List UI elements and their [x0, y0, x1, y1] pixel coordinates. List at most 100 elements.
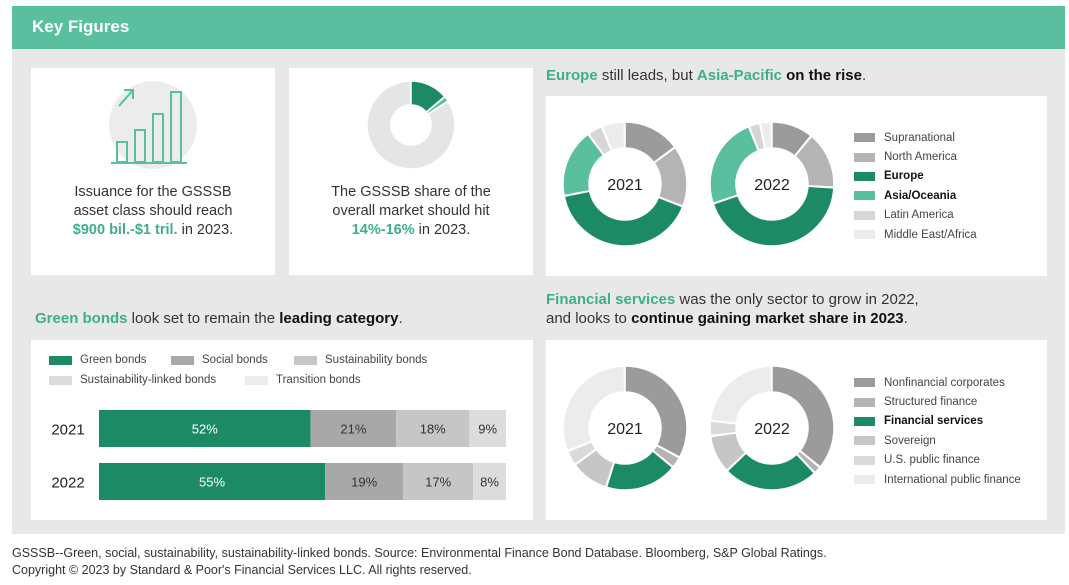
title-part: . [398, 310, 403, 327]
category-bar-chart: 2021 52% 21% 18% 9% 2022 55% 19% 17% 8% [51, 410, 506, 500]
category-legend-label: Social bonds [202, 354, 268, 366]
region-legend-label: Middle East/Africa [884, 228, 977, 241]
sector-2022-slice-0 [771, 365, 835, 468]
sector-legend-label: Financial services [884, 415, 984, 428]
title-financial-services: Financial services [546, 291, 676, 308]
title-green-bonds: Green bonds [35, 310, 128, 327]
title-asia-pacific: Asia-Pacific [696, 67, 782, 84]
region-legend-swatch [854, 133, 875, 143]
category-legend-label: Green bonds [80, 354, 147, 366]
share-donut-slice-2 [366, 80, 456, 170]
sector-legend-label: Nonfinancial corporates [884, 376, 1005, 389]
region-legend-item: Latin America [854, 206, 977, 225]
category-bar-label-2022-3: 8% [480, 475, 499, 490]
region-legend-label: North America [884, 151, 957, 164]
region-chart-title: Europe still leads, but Asia-Pacific on … [546, 66, 866, 85]
title-continue-gaining: continue gaining market share in 2023 [631, 310, 904, 327]
category-legend-item: Sustainability-linked bonds [49, 374, 216, 386]
issuance-highlight: $900 bil.-$1 tril. [72, 222, 178, 238]
category-card: Green bonds Social bonds Sustainability bo… [31, 340, 533, 520]
region-legend: Supranational North America Europe Asia/Oce… [854, 128, 977, 244]
title-on-the-rise: on the rise [786, 67, 862, 84]
category-legend-label: Transition bonds [276, 374, 361, 386]
sector-chart-title: Financial services was the only sector t… [546, 290, 919, 328]
sector-2022-year-label: 2022 [754, 421, 790, 438]
region-2022-slice-2 [712, 185, 835, 247]
issuance-text-line1: Issuance for the GSSSB [74, 184, 232, 200]
sector-legend-swatch [854, 416, 875, 426]
region-2021-year-label: 2021 [607, 177, 643, 194]
category-bar-label-2021-3: 9% [478, 422, 497, 437]
region-legend-item: Asia/Oceania [854, 186, 977, 205]
sector-legend-label: Sovereign [884, 434, 936, 447]
title-part: . [903, 310, 908, 327]
category-year-label: 2021 [51, 422, 84, 439]
sector-legend-item: Financial services [854, 412, 1021, 431]
category-legend-item: Transition bonds [245, 374, 361, 386]
share-donut-chart [366, 80, 456, 170]
category-legend-item: Sustainability bonds [294, 354, 427, 366]
region-legend-swatch [854, 191, 875, 201]
category-bar-label-2022-2: 17% [425, 475, 451, 490]
region-legend-swatch [854, 210, 875, 220]
category-legend-item: Social bonds [171, 354, 268, 366]
sector-legend-item: U.S. public finance [854, 451, 1021, 470]
sector-legend-label: Structured finance [884, 396, 978, 409]
sector-legend-label: International public finance [884, 473, 1021, 486]
region-legend-item: Supranational [854, 128, 977, 147]
region-legend-swatch [854, 171, 875, 181]
sector-2021-slice-2 [605, 449, 674, 491]
category-legend-swatch [49, 355, 72, 365]
category-legend-item: Green bonds [49, 354, 147, 366]
page-title: Key Figures [32, 17, 130, 36]
category-year-label: 2022 [51, 475, 84, 492]
category-bar-2021-0 [99, 410, 311, 447]
share-card: The GSSSB share of the overall market sh… [289, 68, 533, 275]
category-chart-title: Green bonds look set to remain the leadi… [35, 309, 403, 328]
region-legend-label: Latin America [884, 209, 954, 222]
sector-legend-label: U.S. public finance [884, 454, 980, 467]
growth-chart-icon [109, 81, 197, 169]
title-part: and looks to [546, 310, 632, 327]
category-bar-label-2022-0: 55% [199, 475, 225, 490]
region-legend-label: Supranational [884, 131, 955, 144]
share-highlight: 14%-16% [351, 222, 415, 238]
region-2021-slice-5 [601, 121, 626, 152]
sector-legend-swatch [854, 378, 875, 388]
sector-legend-item: Sovereign [854, 431, 1021, 450]
category-bar-2022-0 [99, 463, 326, 500]
issuance-card: Issuance for the GSSSB asset class shoul… [31, 68, 275, 275]
region-donut-charts: 2021 2022 [562, 121, 835, 247]
sector-card: 2021 2022 Nonfinancial corporates Structur… [546, 340, 1047, 520]
region-2022-slice-3 [709, 125, 760, 205]
region-legend-item: North America [854, 147, 977, 166]
region-legend-item: Middle East/Africa [854, 225, 977, 244]
header-bar: Key Figures [12, 6, 1065, 49]
region-2022-slice-5 [759, 121, 773, 150]
sector-2022-slice-2 [726, 451, 816, 491]
sector-2022-slice-5 [709, 365, 773, 425]
sector-legend-item: Nonfinancial corporates [854, 373, 1021, 392]
share-text-line2: overall market should hit [332, 203, 490, 219]
sector-legend-swatch [854, 436, 875, 446]
issuance-suffix: in 2023. [177, 222, 234, 238]
footnote-copyright: Copyright © 2023 by Standard & Poor's Fi… [12, 563, 472, 577]
sector-donut-charts: 2021 2022 [562, 365, 835, 491]
issuance-text-line2: asset class should reach [73, 203, 233, 219]
region-card: 2021 2022 Supranational North America Europ… [546, 96, 1047, 276]
category-bar-2022-2 [403, 463, 474, 500]
sector-legend: Nonfinancial corporates Structured financ… [854, 373, 1021, 489]
region-legend-item: Europe [854, 167, 977, 186]
title-part: was the only sector to grow in 2022, [675, 291, 919, 308]
share-suffix: in 2023. [414, 222, 471, 238]
share-text-line1: The GSSSB share of the [331, 184, 491, 200]
category-bar-label-2021-1: 21% [340, 422, 366, 437]
category-legend-swatch [49, 375, 72, 385]
region-legend-swatch [854, 230, 875, 240]
region-legend-swatch [854, 152, 875, 162]
title-part: still leads, but [597, 67, 697, 84]
category-legend-swatch [245, 375, 268, 385]
sector-2021-slice-5 [562, 365, 626, 452]
category-bar-2021-1 [310, 410, 397, 447]
category-legend-label: Sustainability-linked bonds [80, 374, 217, 386]
